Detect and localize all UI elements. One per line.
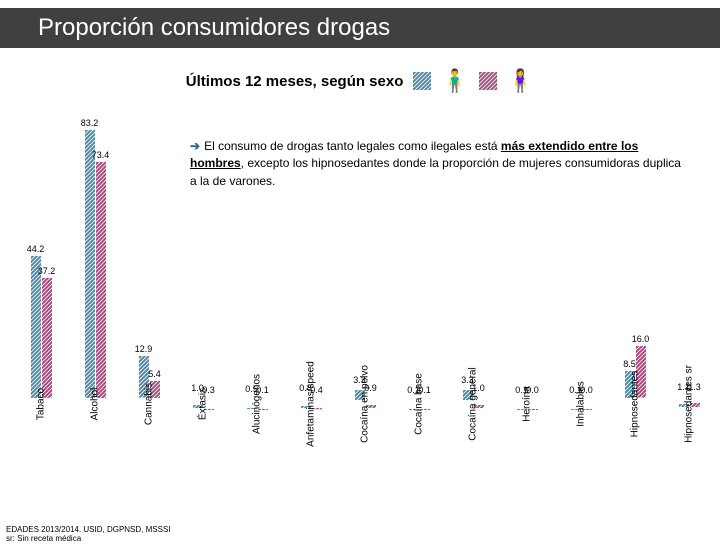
bar-pair: 8.516.0	[625, 108, 646, 398]
footer-line2: sr: Sin receta médica	[6, 534, 171, 544]
footer-credits: EDADES 2013/2014. USID, DGPNSD, MSSSI sr…	[6, 525, 171, 544]
bar-group: 0.50.1Alucinógenos	[231, 108, 283, 398]
male-bar: 83.2	[85, 130, 95, 398]
category-label: Inhalables	[576, 381, 587, 427]
female-swatch	[479, 72, 497, 90]
category-label: Hipnosedantes	[630, 371, 641, 438]
bar-pair: 1.11.3	[679, 108, 700, 398]
bar-pair: 83.273.4	[85, 108, 106, 398]
female-value: 5.4	[148, 369, 161, 379]
bars-container: 44.237.2Tabaco83.273.4Alcohol12.95.4Cann…	[15, 108, 715, 398]
bar-pair: 0.10.1	[409, 108, 430, 398]
female-value: 37.2	[38, 266, 56, 276]
page-title: Proporción consumidores drogas	[0, 14, 720, 42]
bar-group: 0.80.4Anfetaminas/speed	[285, 108, 337, 398]
category-label: Cocaína en polvo	[360, 365, 371, 443]
male-value: 12.9	[135, 344, 153, 354]
bar-pair: 12.95.4	[139, 108, 160, 398]
category-label: Cocaína base	[414, 373, 425, 435]
bar-group: 0.10.1Cocaína base	[393, 108, 445, 398]
category-label: Éxtasis	[198, 388, 209, 420]
bar-group: 44.237.2Tabaco	[15, 108, 67, 398]
chart-subtitle: Últimos 12 meses, según sexo	[186, 73, 404, 90]
category-label: Anfetaminas/speed	[306, 361, 317, 447]
bar-group: 1.00.3Éxtasis	[177, 108, 229, 398]
bar-pair: 3.31.0	[463, 108, 484, 398]
male-bar: 44.2	[31, 256, 41, 398]
female-bar: 37.2	[42, 278, 52, 398]
male-value: 44.2	[27, 244, 45, 254]
male-icon: 🧍‍♂️	[441, 68, 468, 94]
subtitle-row: Últimos 12 meses, según sexo 🧍‍♂️ 🧍‍♀️	[0, 68, 720, 94]
category-label: Hipnosedantes sr	[684, 365, 695, 443]
bar-group: 3.31.0Cocaína general	[447, 108, 499, 398]
female-value: 73.4	[92, 150, 110, 160]
female-icon: 🧍‍♀️	[507, 68, 534, 94]
bar-pair: 0.10.0	[571, 108, 592, 398]
category-label: Cannabis	[144, 383, 155, 425]
bar-group: 1.11.3Hipnosedantes sr	[663, 108, 715, 398]
bar-group: 12.95.4Cannabis	[123, 108, 175, 398]
category-label: Heroína	[522, 386, 533, 422]
female-value: 16.0	[632, 334, 650, 344]
bar-pair: 1.00.3	[193, 108, 214, 398]
bar-pair: 0.10.0	[517, 108, 538, 398]
category-label: Tabaco	[36, 388, 47, 420]
category-label: Cocaína general	[468, 367, 479, 440]
bar-pair: 44.237.2	[31, 108, 52, 398]
bar-pair: 0.80.4	[301, 108, 322, 398]
female-bar: 73.4	[96, 162, 106, 399]
title-bar: Proporción consumidores drogas	[0, 8, 720, 48]
bar-group: 0.10.0Heroína	[501, 108, 553, 398]
bar-chart: 44.237.2Tabaco83.273.4Alcohol12.95.4Cann…	[15, 108, 715, 488]
bar-group: 8.516.0Hipnosedantes	[609, 108, 661, 398]
male-swatch	[413, 72, 431, 90]
bar-group: 3.30.9Cocaína en polvo	[339, 108, 391, 398]
male-value: 83.2	[81, 118, 99, 128]
category-label: Alucinógenos	[252, 374, 263, 434]
footer-line1: EDADES 2013/2014. USID, DGPNSD, MSSSI	[6, 525, 171, 535]
bar-group: 83.273.4Alcohol	[69, 108, 121, 398]
category-label: Alcohol	[90, 388, 101, 421]
bar-pair: 3.30.9	[355, 108, 376, 398]
bar-group: 0.10.0Inhalables	[555, 108, 607, 398]
bar-pair: 0.50.1	[247, 108, 268, 398]
male-value: 8.5	[623, 359, 636, 369]
